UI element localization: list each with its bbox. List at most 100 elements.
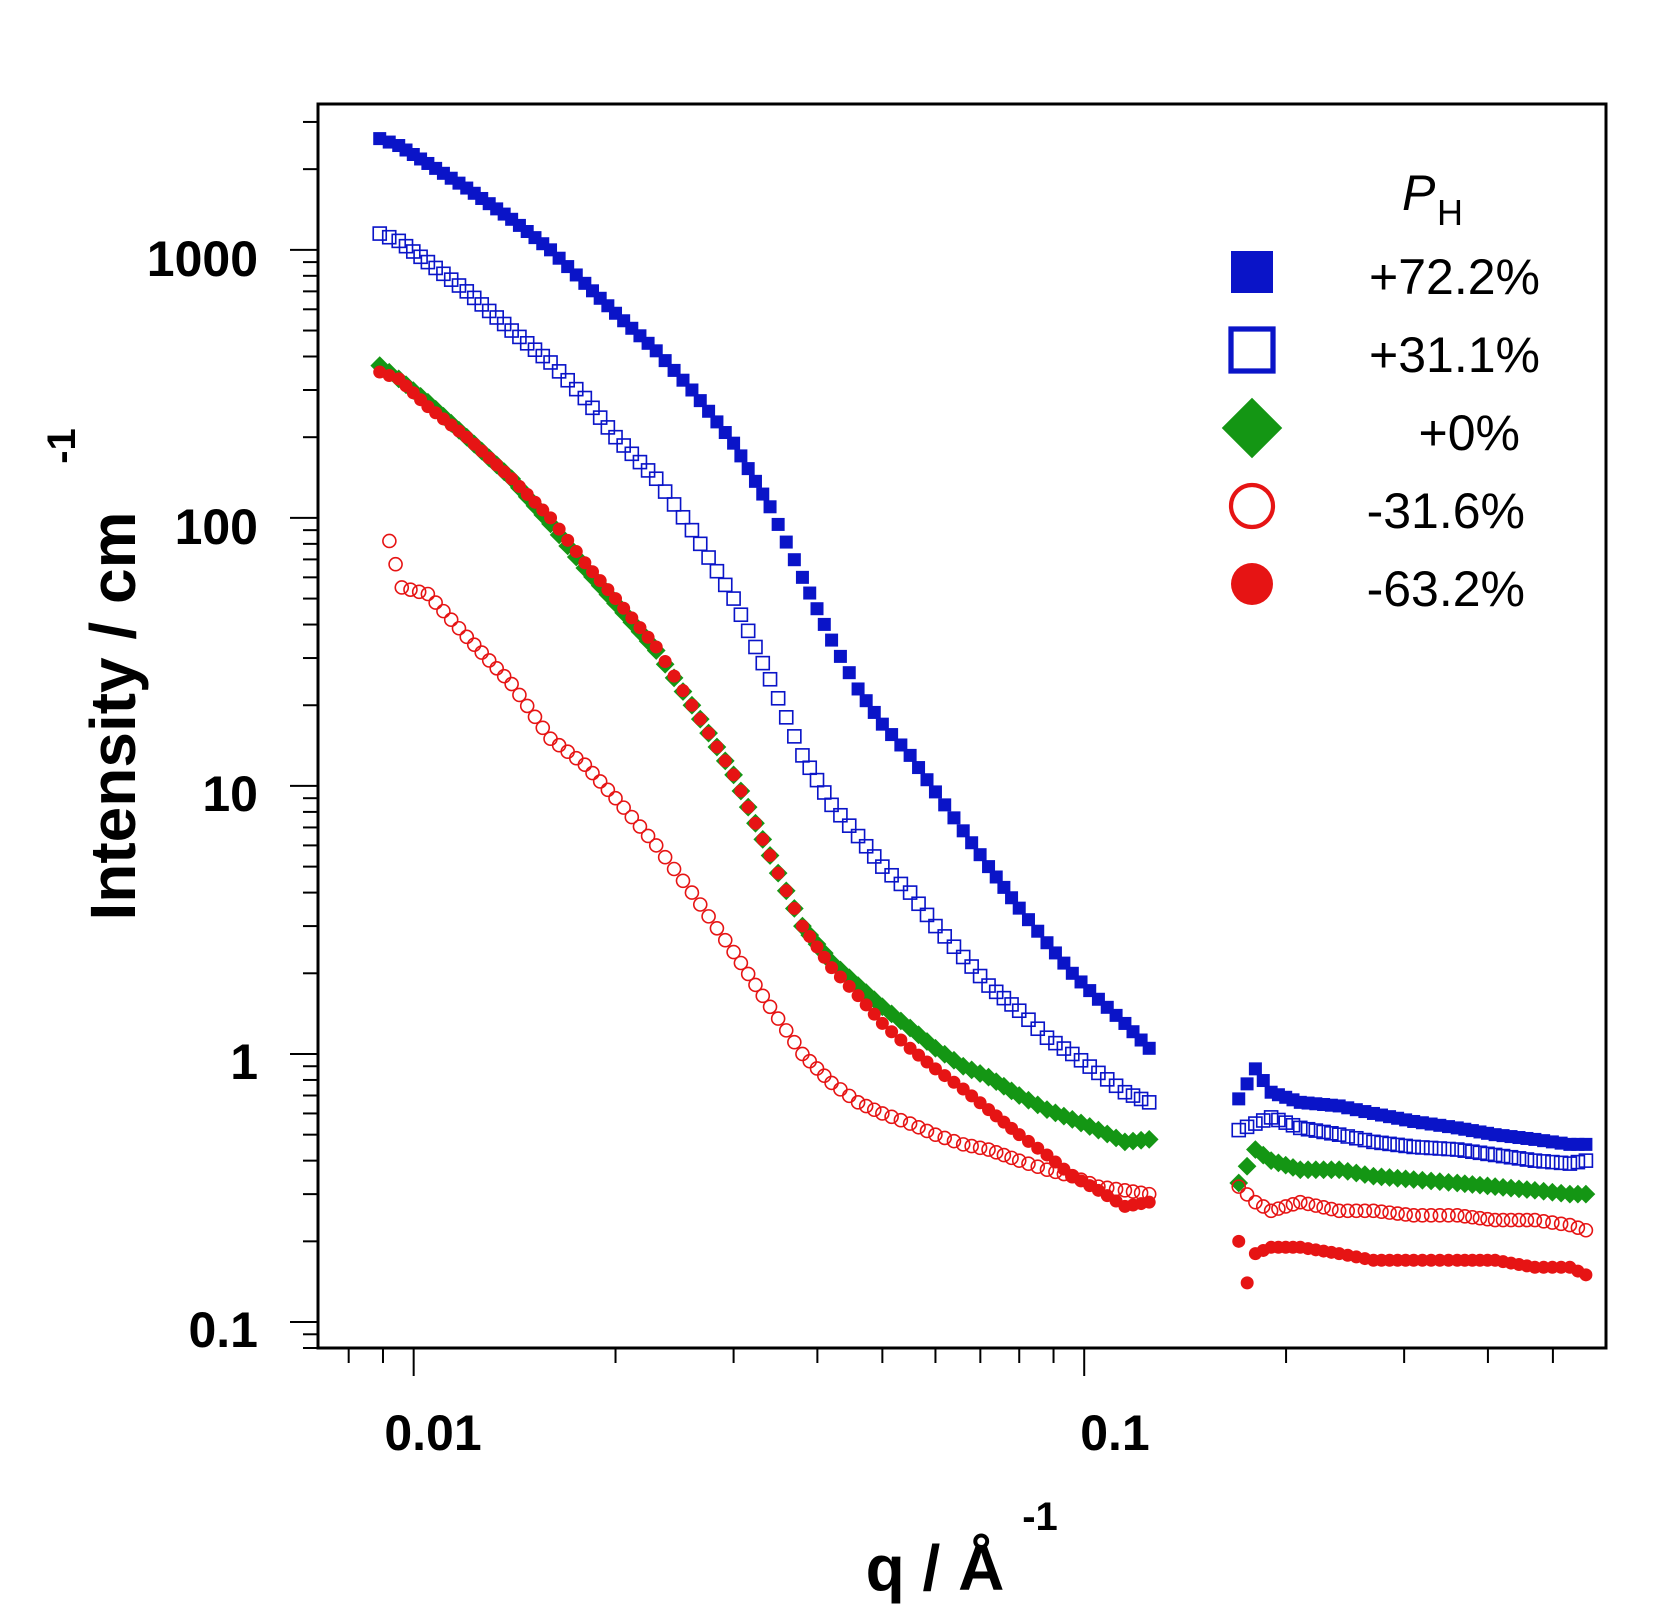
- data-point: [893, 1112, 909, 1128]
- data-point: [1472, 1145, 1488, 1161]
- legend-marker-series-4: [1228, 482, 1276, 530]
- data-point: [624, 446, 640, 462]
- data-point: [394, 580, 410, 595]
- data-point: [692, 897, 708, 912]
- data-point: [841, 818, 857, 833]
- data-point: [1570, 1220, 1586, 1235]
- data-point: [833, 649, 847, 663]
- y-tick-label-1000: 1000: [147, 231, 258, 287]
- data-point: [403, 582, 418, 597]
- data-point: [1030, 1159, 1046, 1174]
- data-point: [1579, 1137, 1593, 1151]
- series-5: [373, 365, 1593, 1290]
- data-point: [649, 640, 663, 654]
- data-point: [578, 556, 592, 570]
- data-point: [972, 968, 988, 984]
- data-point: [1441, 1141, 1456, 1157]
- data-point: [692, 536, 708, 552]
- data-point: [568, 750, 584, 766]
- data-point: [1545, 1215, 1560, 1230]
- data-point: [866, 849, 882, 864]
- data-point: [609, 592, 623, 606]
- data-point: [1527, 1153, 1543, 1168]
- data-point: [810, 602, 824, 616]
- data-point: [1562, 1156, 1578, 1171]
- data-point: [1048, 946, 1062, 960]
- data-point: [1021, 1134, 1035, 1148]
- data-point: [601, 583, 615, 597]
- data-point: [666, 861, 682, 877]
- data-point: [884, 867, 899, 883]
- data-point: [1349, 1203, 1364, 1219]
- data-point: [1248, 1194, 1263, 1210]
- data-point: [937, 929, 953, 944]
- data-point: [825, 961, 839, 975]
- data-point: [710, 740, 724, 754]
- data-point: [641, 630, 655, 644]
- data-point: [955, 949, 971, 965]
- data-point: [1248, 1116, 1263, 1131]
- data-point: [1579, 1268, 1593, 1282]
- data-point: [1011, 1003, 1027, 1019]
- y-tick-label-1: 1: [230, 1034, 258, 1090]
- data-point: [740, 966, 756, 982]
- data-point: [1382, 1205, 1397, 1220]
- data-point: [693, 394, 707, 408]
- data-point: [1240, 1077, 1254, 1091]
- data-point: [1237, 1156, 1257, 1176]
- data-point: [577, 757, 593, 773]
- data-point: [1031, 1141, 1045, 1155]
- data-point: [1142, 1041, 1156, 1055]
- data-point: [1390, 1137, 1405, 1153]
- series-1: [373, 132, 1593, 1151]
- data-point: [803, 929, 817, 943]
- data-point: [981, 1142, 996, 1157]
- data-point: [1536, 1154, 1551, 1169]
- data-point: [755, 988, 771, 1004]
- data-point: [891, 1011, 911, 1031]
- data-point: [1551, 1183, 1571, 1203]
- data-point: [1487, 1147, 1503, 1163]
- data-point: [779, 884, 793, 898]
- data-point: [568, 381, 584, 397]
- data-point: [726, 591, 741, 606]
- data-point: [1229, 1173, 1249, 1193]
- data-point: [1021, 913, 1035, 927]
- data-point: [428, 595, 443, 610]
- data-point: [850, 1095, 866, 1110]
- data-point: [866, 1102, 882, 1118]
- data-point: [928, 785, 942, 799]
- data-point: [1398, 1138, 1413, 1154]
- data-point: [717, 932, 733, 948]
- data-point: [701, 550, 716, 565]
- data-point: [787, 729, 802, 744]
- data-point: [1415, 1208, 1430, 1223]
- data-point: [717, 577, 733, 593]
- data-point: [443, 612, 459, 627]
- data-point: [1308, 1123, 1324, 1138]
- data-point: [919, 1123, 935, 1139]
- data-point: [1142, 1195, 1156, 1209]
- data-point: [727, 768, 741, 782]
- data-point: [1495, 1212, 1511, 1228]
- data-point: [1011, 1153, 1027, 1168]
- data-point: [1040, 936, 1054, 950]
- data-point: [1028, 1095, 1048, 1115]
- data-point: [1324, 1201, 1339, 1217]
- data-point: [893, 876, 909, 892]
- data-point: [802, 760, 818, 776]
- data-point: [1570, 1154, 1586, 1170]
- data-point: [1366, 1134, 1381, 1150]
- data-point: [1255, 1113, 1271, 1128]
- data-point: [964, 1138, 979, 1154]
- data-point: [535, 720, 551, 736]
- data-point: [1562, 1217, 1578, 1233]
- data-point: [841, 1088, 857, 1104]
- data-point: [632, 454, 648, 470]
- data-point: [1292, 1194, 1308, 1210]
- data-point: [809, 1061, 825, 1076]
- data-point: [585, 400, 600, 416]
- data-point: [1012, 901, 1026, 915]
- data-point: [1324, 1125, 1339, 1141]
